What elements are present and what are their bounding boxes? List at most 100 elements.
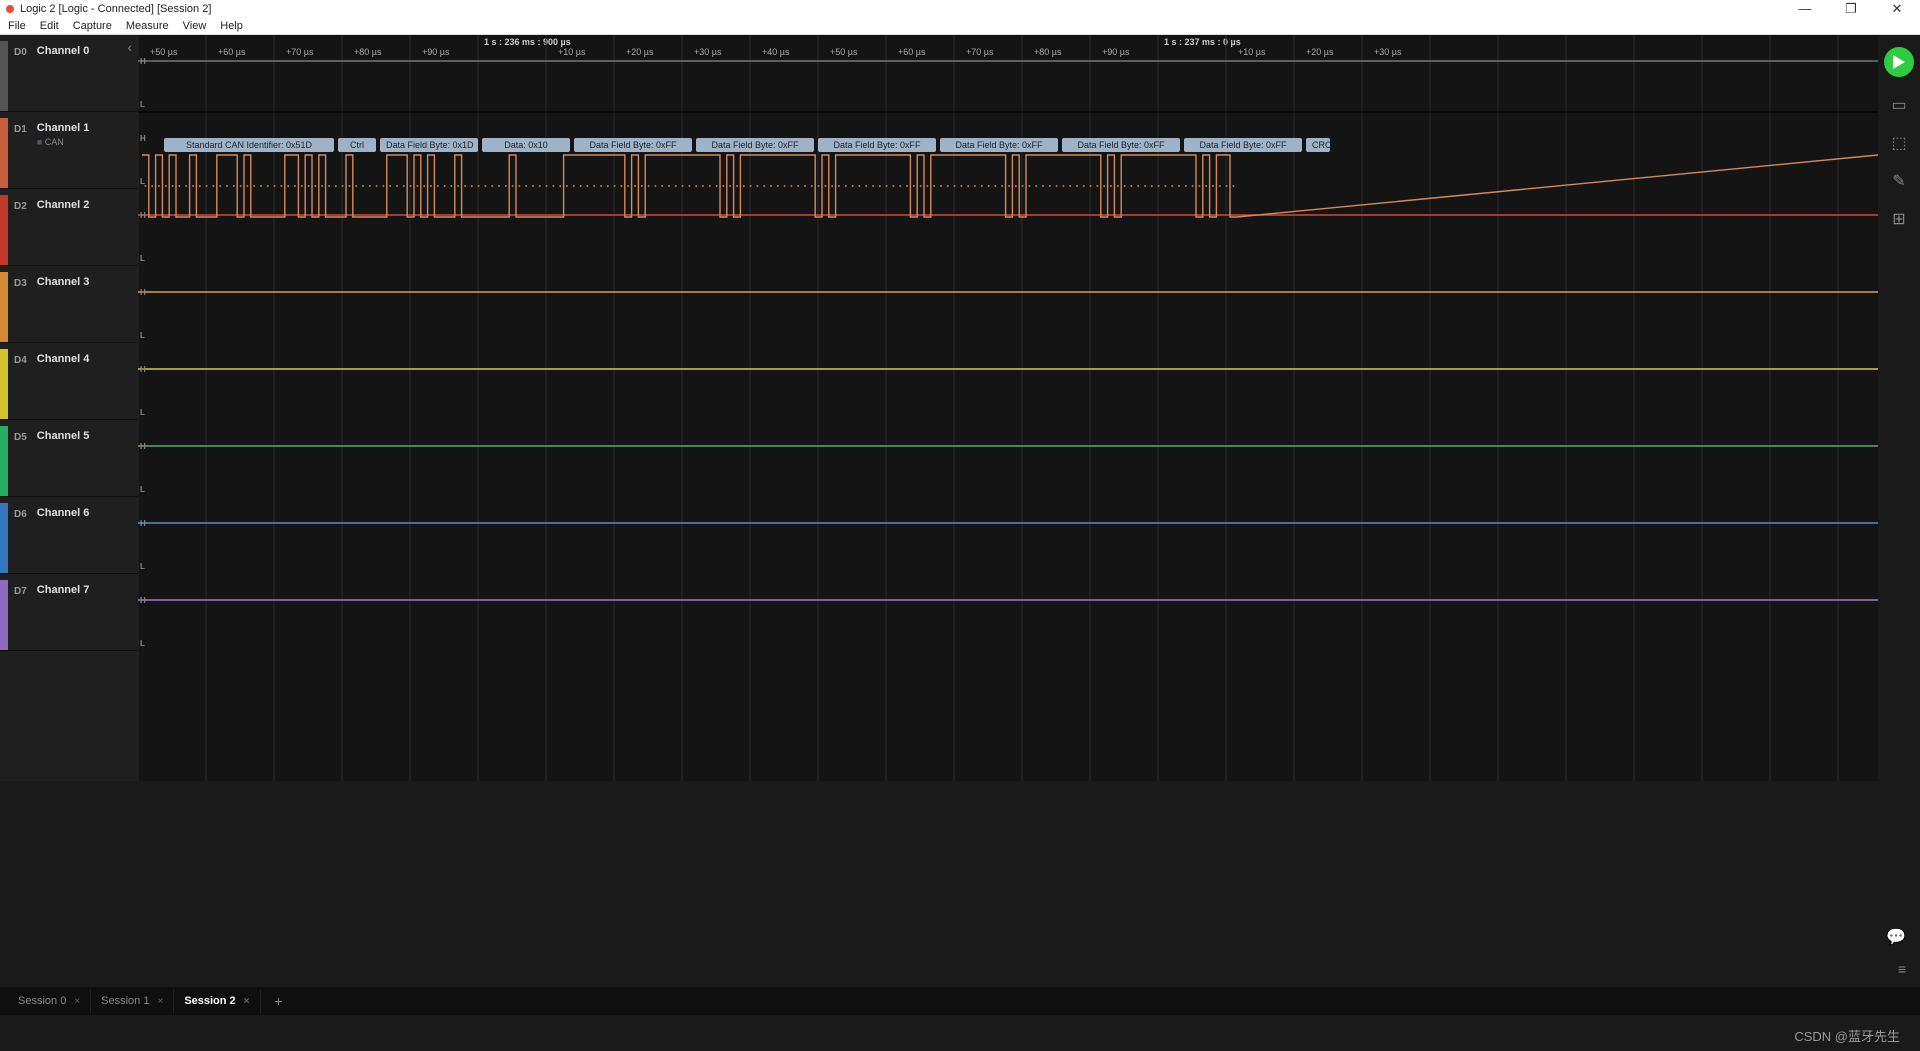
level-high-label: H [140,442,146,451]
decode-bubble[interactable]: Data Field Byte: 0xFF [1062,138,1180,152]
channel-name: Channel 7 [37,584,90,596]
waveform-pane[interactable]: 1 s : 236 ms : 900 µs1 s : 237 ms : 0 µs… [138,35,1878,781]
menu-help[interactable]: Help [220,20,243,32]
channel-color-stripe [0,41,8,111]
decode-bubble[interactable]: CRC [1306,138,1330,152]
level-high-label: H [140,134,146,143]
channel-row[interactable]: D0 Channel 0 [0,35,138,112]
level-high-label: H [140,365,146,374]
channel-name: Channel 6 [37,507,90,519]
decode-bubble[interactable]: Data: 0x10 [482,138,570,152]
decode-bubble[interactable]: Data Field Byte: 0xFF [696,138,814,152]
minimize-button[interactable]: — [1782,0,1828,18]
session-tab-bar: Session 0 × Session 1 × Session 2 × + [0,987,1920,1015]
main-area: ‹ D0 Channel 0 D1 Channel 1 CAN D2 Chann… [0,35,1920,781]
menu-file[interactable]: File [8,20,26,32]
channel-color-stripe [0,503,8,573]
channel-name: Channel 0 [37,45,90,57]
title-bar: Logic 2 [Logic - Connected] [Session 2] … [0,0,1920,18]
level-low-label: L [140,639,145,648]
collapse-sidebar-icon[interactable]: ‹ [127,39,132,55]
channel-row[interactable]: D1 Channel 1 CAN [0,112,138,189]
channel-name: Channel 4 [37,353,90,365]
channel-name: Channel 5 [37,430,90,442]
level-low-label: L [140,254,145,263]
measure-icon[interactable]: ✎ [1892,171,1905,191]
channel-id: D7 [14,586,27,597]
channel-protocol: CAN [37,137,90,147]
window-title: Logic 2 [Logic - Connected] [Session 2] [20,3,211,15]
channel-id: D2 [14,201,27,212]
app-icon [6,5,14,13]
channel-row[interactable]: D4 Channel 4 [0,343,138,420]
close-tab-icon[interactable]: × [244,996,250,1007]
channel-id: D0 [14,47,27,58]
channel-id: D3 [14,278,27,289]
session-tab[interactable]: Session 2 × [174,989,260,1013]
level-high-label: H [140,288,146,297]
level-high-label: H [140,57,146,66]
decode-bubble[interactable]: Data Field Byte: 0xFF [574,138,692,152]
close-tab-icon[interactable]: × [74,996,80,1007]
session-tab-label: Session 0 [18,995,66,1007]
channel-color-stripe [0,195,8,265]
level-low-label: L [140,485,145,494]
watermark-text: CSDN @蓝牙先生 [1794,1026,1900,1045]
level-low-label: L [140,331,145,340]
channel-color-stripe [0,580,8,650]
window-buttons: — ❐ ✕ [1782,0,1920,18]
channel-id: D5 [14,432,27,443]
channel-name: Channel 3 [37,276,90,288]
channel-color-stripe [0,272,8,342]
channel-color-stripe [0,349,8,419]
session-tab[interactable]: Session 1 × [91,989,174,1013]
channel-name: Channel 1 [37,122,90,134]
decode-bubble[interactable]: Data Field Byte: 0x1D [380,138,478,152]
panel-icon[interactable]: ▭ [1891,95,1906,115]
close-button[interactable]: ✕ [1874,0,1920,18]
right-toolbar: ▭ ⬚ ✎ ⊞ [1878,35,1920,781]
channel-row[interactable]: D7 Channel 7 [0,574,138,651]
channel-color-stripe [0,118,8,188]
level-low-label: L [140,562,145,571]
channel-row[interactable]: D2 Channel 2 [0,189,138,266]
add-session-button[interactable]: + [265,993,293,1009]
menu-bar: File Edit Capture Measure View Help [0,18,1920,35]
footer-area: 💬 ≡ [0,781,1920,987]
level-high-label: H [140,211,146,220]
start-capture-button[interactable] [1884,47,1914,77]
session-tab[interactable]: Session 0 × [8,989,91,1013]
decode-bubble[interactable]: Data Field Byte: 0xFF [818,138,936,152]
channel-sidebar: ‹ D0 Channel 0 D1 Channel 1 CAN D2 Chann… [0,35,138,781]
level-low-label: L [140,100,145,109]
channel-id: D4 [14,355,27,366]
level-low-label: L [140,408,145,417]
channel-id: D1 [14,124,27,135]
protocol-decode-row: Standard CAN Identifier: 0x51D Ctrl Data F… [138,138,1878,152]
menu-view[interactable]: View [183,20,207,32]
level-low-label: L [140,177,145,186]
maximize-button[interactable]: ❐ [1828,0,1874,18]
channel-id: D6 [14,509,27,520]
extensions-icon[interactable]: ⊞ [1892,209,1905,229]
menu-edit[interactable]: Edit [40,20,59,32]
channel-color-stripe [0,426,8,496]
decode-bubble[interactable]: Standard CAN Identifier: 0x51D [164,138,334,152]
session-tab-label: Session 1 [101,995,149,1007]
decode-bubble[interactable]: Data Field Byte: 0xFF [1184,138,1302,152]
decode-bubble[interactable]: Ctrl [338,138,376,152]
session-tab-label: Session 2 [184,995,235,1007]
channel-row[interactable]: D6 Channel 6 [0,497,138,574]
level-high-label: H [140,519,146,528]
menu-capture[interactable]: Capture [73,20,112,32]
channel-row[interactable]: D5 Channel 5 [0,420,138,497]
menu-measure[interactable]: Measure [126,20,169,32]
close-tab-icon[interactable]: × [157,996,163,1007]
more-icon[interactable]: ≡ [1898,961,1906,977]
channel-row[interactable]: D3 Channel 3 [0,266,138,343]
feedback-icon[interactable]: 💬 [1886,927,1906,947]
level-high-label: H [140,596,146,605]
channel-name: Channel 2 [37,199,90,211]
marker-icon[interactable]: ⬚ [1891,133,1906,153]
decode-bubble[interactable]: Data Field Byte: 0xFF [940,138,1058,152]
